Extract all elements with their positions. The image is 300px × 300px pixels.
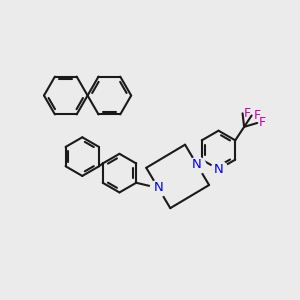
Text: N: N [153,182,163,194]
Text: N: N [214,163,224,176]
Text: N: N [192,158,202,171]
Text: F: F [258,116,266,130]
Text: F: F [254,109,261,122]
Text: F: F [244,107,251,120]
